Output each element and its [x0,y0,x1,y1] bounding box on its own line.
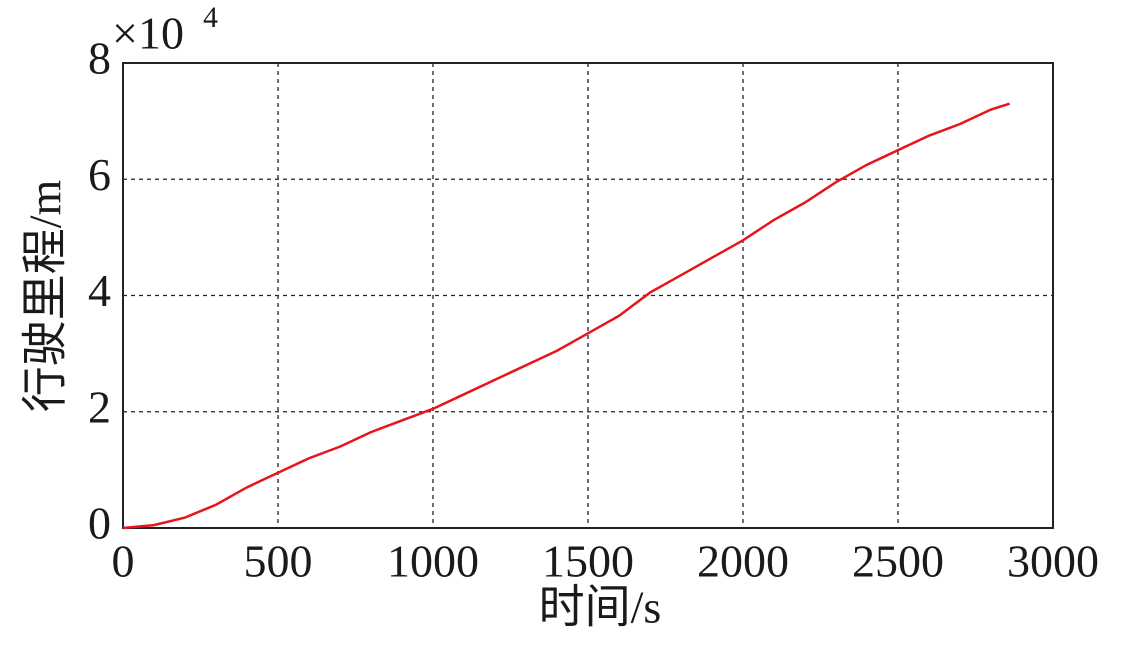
x-tick-label: 1500 [542,536,634,587]
y-tick-label: 8 [88,33,111,84]
x-tick-label: 1000 [387,536,479,587]
y-multiplier: ×10 [112,8,184,59]
x-tick-label: 500 [244,536,313,587]
x-tick-label: 2000 [697,536,789,587]
data-line [122,102,1010,530]
y-tick-label: 4 [88,265,111,316]
plot-frame [122,62,1054,529]
y-multiplier-exponent: 4 [203,1,218,34]
x-axis-label: 时间/s [539,582,662,633]
x-tick-label: 0 [112,536,135,587]
x-tick-label: 3000 [1007,536,1099,587]
y-axis-label: 行驶里程/m [20,180,71,413]
y-tick-label: 2 [88,381,111,432]
y-tick-label: 6 [88,149,111,200]
y-tick-label: 0 [88,498,111,549]
x-tick-label: 2500 [852,536,944,587]
